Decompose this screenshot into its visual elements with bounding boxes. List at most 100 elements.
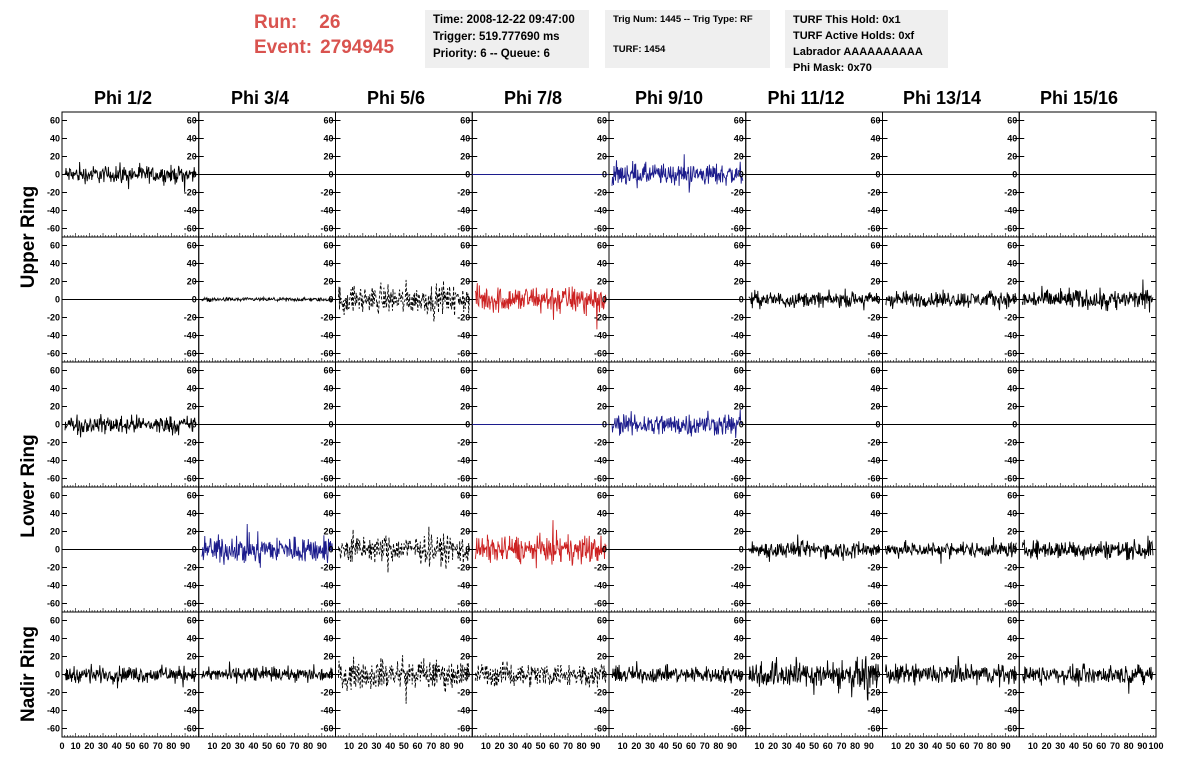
x-tick-label: 30 <box>919 741 929 751</box>
y-tick-label: -40 <box>47 456 60 466</box>
y-tick-label: -60 <box>731 349 744 359</box>
x-tick-label: 60 <box>960 741 970 751</box>
y-tick-label: -60 <box>1004 474 1017 484</box>
y-tick-label: 20 <box>50 152 60 162</box>
panel-lower-r3-c5: -60 -40 -20 0 20 40 60 <box>731 486 883 613</box>
column-header-phi-7-8: Phi 7/8 <box>503 88 563 108</box>
y-tick-label: 0 <box>875 295 880 305</box>
y-tick-label: 60 <box>323 366 333 376</box>
y-tick-label: 20 <box>187 277 197 287</box>
y-tick-label: -60 <box>867 599 880 609</box>
y-tick-label: 20 <box>734 652 744 662</box>
panel-upper-r1-c0: -60 -40 -20 0 20 40 60 <box>47 236 200 363</box>
y-tick-label: 20 <box>1007 527 1017 537</box>
y-tick-label: 60 <box>734 491 744 501</box>
x-tick-label: 10 <box>344 741 354 751</box>
panel-nadir-r4-c1: -60 -40 -20 0 20 40 60 <box>184 611 336 738</box>
y-tick-label: 40 <box>1007 134 1017 144</box>
y-tick-label: 0 <box>875 420 880 430</box>
panel-lower-r2-c7: -60 -40 -20 0 20 40 60 <box>1004 361 1157 488</box>
waveform-line <box>748 656 880 701</box>
x-tick-label: 30 <box>782 741 792 751</box>
y-tick-label: -60 <box>1004 224 1017 234</box>
x-tick-label: 70 <box>426 741 436 751</box>
waveform-line <box>338 655 470 704</box>
y-tick-label: -60 <box>184 599 197 609</box>
y-tick-label: 0 <box>1012 295 1017 305</box>
y-tick-label: -60 <box>867 349 880 359</box>
y-tick-label: 0 <box>55 295 60 305</box>
y-tick-label: 20 <box>870 152 880 162</box>
y-tick-label: 40 <box>597 134 607 144</box>
y-tick-label: 40 <box>187 509 197 519</box>
y-tick-label: -60 <box>731 474 744 484</box>
column-header-phi-1-2: Phi 1/2 <box>93 88 153 108</box>
waveform-line <box>611 661 744 684</box>
y-tick-label: 60 <box>187 241 197 251</box>
y-tick-label: -40 <box>47 581 60 591</box>
labrador-text: Labrador AAAAAAAAAA <box>793 46 923 58</box>
y-tick-label: 40 <box>597 259 607 269</box>
y-tick-label: -60 <box>457 224 470 234</box>
x-tick-label: 0 <box>59 741 64 751</box>
y-tick-label: -60 <box>594 349 607 359</box>
y-tick-label: 0 <box>465 420 470 430</box>
y-tick-label: 60 <box>597 616 607 626</box>
y-tick-label: 60 <box>50 491 60 501</box>
x-tick-label: 60 <box>823 741 833 751</box>
y-tick-label: 60 <box>50 616 60 626</box>
panel-upper-r0-c7: -60 -40 -20 0 20 40 60 <box>1004 111 1157 238</box>
y-tick-label: 20 <box>870 277 880 287</box>
y-tick-label: -40 <box>1004 706 1017 716</box>
y-tick-label: 20 <box>870 402 880 412</box>
x-tick-label: 90 <box>180 741 190 751</box>
panel-nadir-r4-c4: -60 -40 -20 0 20 40 60 <box>594 611 747 738</box>
y-tick-label: -60 <box>1004 599 1017 609</box>
y-tick-label: -40 <box>731 206 744 216</box>
y-tick-label: 40 <box>870 509 880 519</box>
turf-active-text: TURF Active Holds: 0xf <box>793 30 915 42</box>
x-tick-label: 60 <box>139 741 149 751</box>
y-tick-label: 40 <box>597 384 607 394</box>
y-tick-label: 40 <box>323 509 333 519</box>
y-tick-label: 40 <box>50 384 60 394</box>
x-tick-label: 20 <box>1042 741 1052 751</box>
y-tick-label: 60 <box>1007 366 1017 376</box>
y-tick-label: -20 <box>1004 438 1017 448</box>
y-tick-label: 20 <box>734 402 744 412</box>
event-label: Event: <box>254 37 313 58</box>
y-tick-label: 60 <box>597 366 607 376</box>
waveform-line <box>64 663 197 689</box>
y-tick-label: -40 <box>1004 206 1017 216</box>
panel-lower-r3-c6: -60 -40 -20 0 20 40 60 <box>867 486 1020 613</box>
x-tick-label: 80 <box>440 741 450 751</box>
y-tick-label: 40 <box>323 259 333 269</box>
y-tick-label: 40 <box>870 259 880 269</box>
y-tick-label: -40 <box>867 581 880 591</box>
x-tick-label: 20 <box>358 741 368 751</box>
y-tick-label: -20 <box>867 188 880 198</box>
y-tick-label: -40 <box>731 706 744 716</box>
y-tick-label: -20 <box>867 563 880 573</box>
x-tick-label: 40 <box>112 741 122 751</box>
y-tick-label: 60 <box>597 241 607 251</box>
panel-lower-r3-c7: -60 -40 -20 0 20 40 60 <box>1004 486 1157 613</box>
run-event-block: Run: 26 Event: 2794945 <box>254 10 394 60</box>
y-tick-label: 60 <box>187 491 197 501</box>
y-tick-label: 20 <box>870 527 880 537</box>
y-tick-label: 40 <box>870 384 880 394</box>
column-header-phi-3-4: Phi 3/4 <box>230 88 290 108</box>
y-tick-label: 20 <box>50 277 60 287</box>
y-tick-label: 60 <box>1007 616 1017 626</box>
waveform-line <box>885 655 1017 688</box>
y-tick-label: -60 <box>731 724 744 734</box>
x-tick-label: 80 <box>987 741 997 751</box>
y-tick-label: -60 <box>184 224 197 234</box>
x-tick-label: 20 <box>768 741 778 751</box>
y-tick-label: -60 <box>1004 724 1017 734</box>
y-tick-label: -40 <box>1004 456 1017 466</box>
x-tick-label: 90 <box>1137 741 1147 751</box>
y-tick-label: 0 <box>55 545 60 555</box>
y-tick-label: 0 <box>465 670 470 680</box>
y-tick-label: -60 <box>184 349 197 359</box>
